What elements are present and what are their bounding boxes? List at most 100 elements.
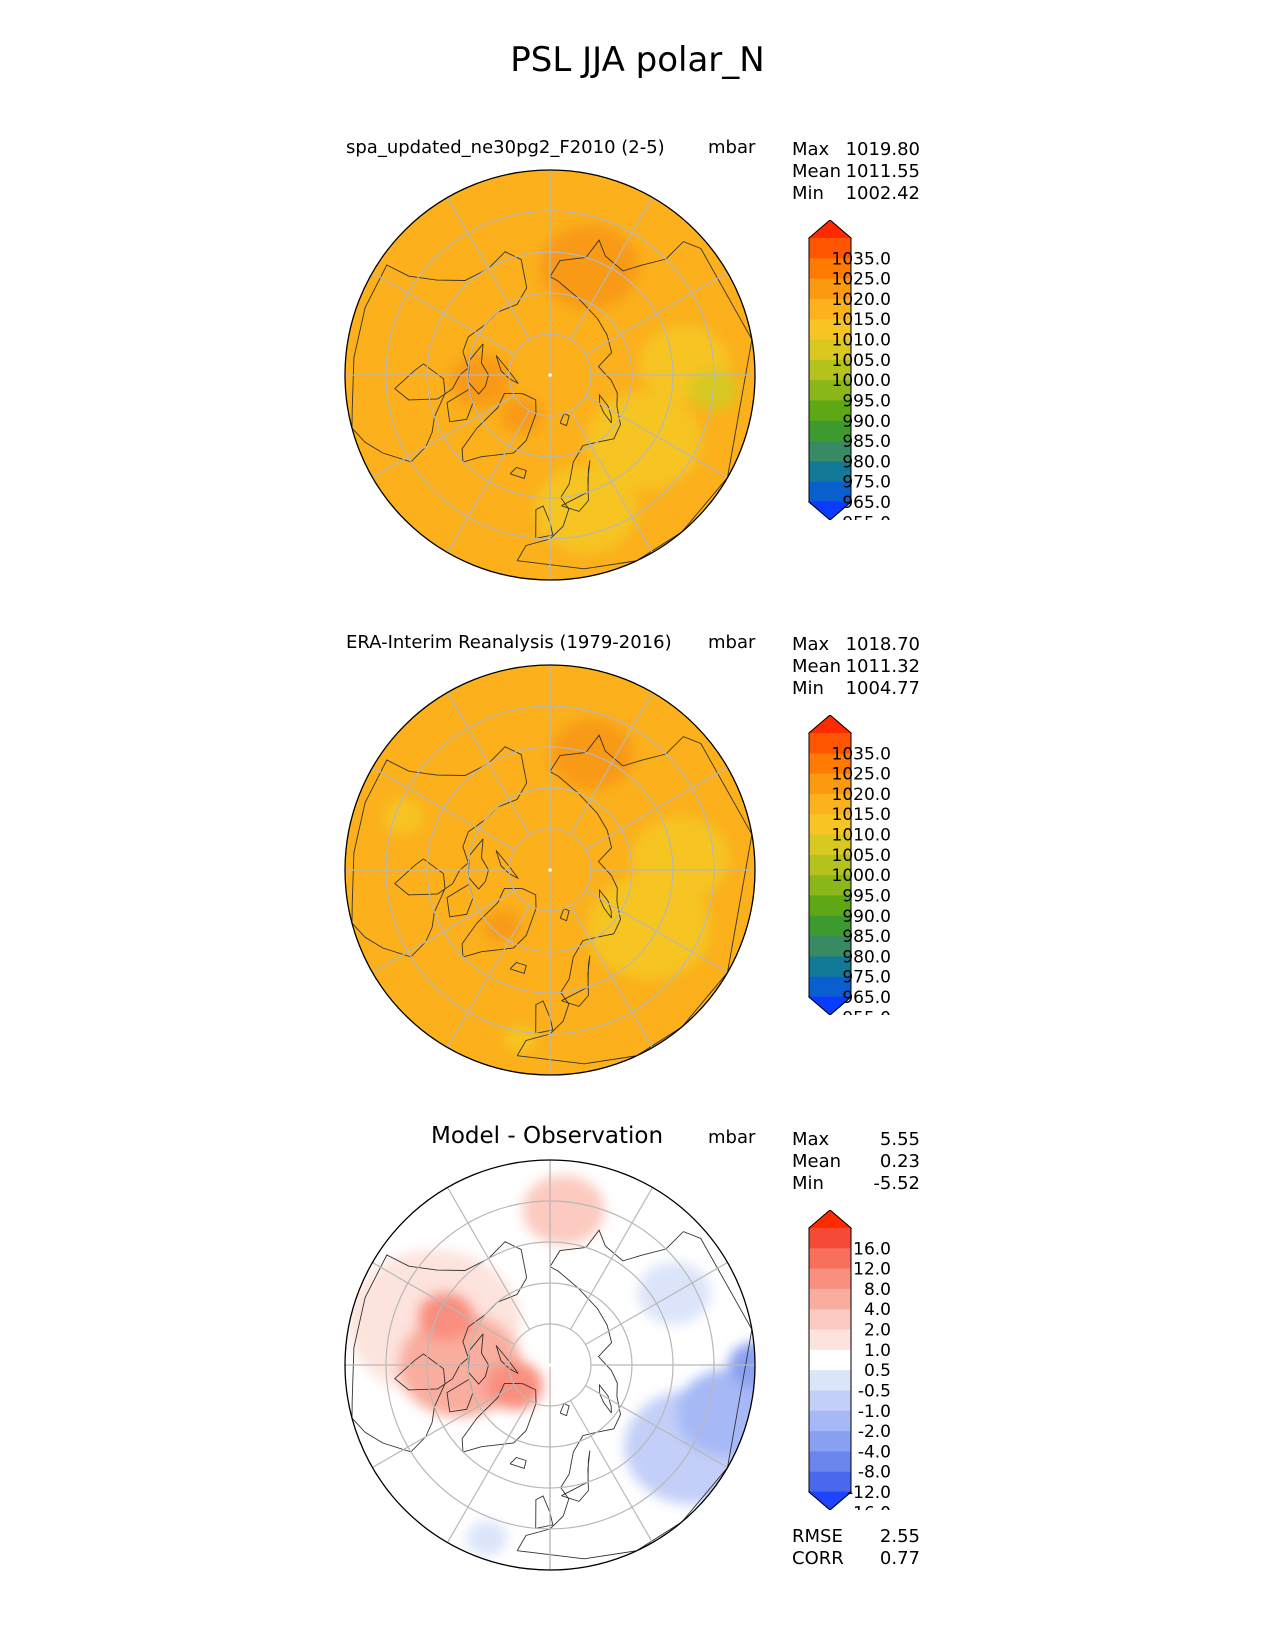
colorbar-segment [809,461,851,483]
panel-units: mbar [708,1127,756,1148]
map-boundary [344,169,756,581]
colorbar-extend-top [807,220,853,239]
coastline [351,1241,528,1453]
colorbar-segment [809,359,851,381]
meridian-line [446,1400,531,1543]
colorbar-tick-label: 965.0 [842,988,891,1008]
coastline [495,1345,519,1374]
colorbar-tick-label: -1.0 [858,1402,891,1422]
colorbar-segment [809,380,851,401]
field-contour [417,1292,475,1341]
coastline [509,961,527,974]
colorbar-segment [809,1451,851,1473]
coastline [561,1450,591,1502]
colorbar-tick-label: 2.0 [864,1321,891,1341]
field-contour [522,1174,605,1245]
error-metrics: RMSE 2.55 CORR 0.77 [792,1526,920,1570]
polar-map [344,169,756,581]
coastline [351,746,528,958]
meridian-line [569,905,654,1048]
colorbar-segment [809,875,851,896]
colorbar-tick-label: 990.0 [842,412,891,432]
meridian-line [446,197,531,340]
polar-map [344,664,756,1076]
colorbar-segment [809,1228,851,1249]
coastline [509,466,527,479]
colorbar-tick-label: 1005.0 [832,846,891,866]
panel-reference: ERA-Interim Reanalysis (1979-2016) mbar … [0,620,1275,1110]
colorbar-tick-label: 975.0 [842,968,891,988]
field-contour [586,392,702,490]
colorbar-tick-label: 985.0 [842,432,891,452]
coastline [495,850,519,879]
colorbar-tick-label: 16.0 [853,1239,891,1259]
field-contour [449,354,512,408]
colorbar: 1035.01025.01020.01015.01010.01005.01000… [807,715,891,1015]
colorbar-tick-label: 980.0 [842,947,891,967]
stat-mean: Mean 0.23 [792,1151,920,1172]
colorbar-segment [809,854,851,876]
colorbar-extend-bottom [807,1491,853,1510]
colorbar-tick-label: -0.5 [858,1381,891,1401]
colorbar-segment [809,1248,851,1270]
colorbar-tick-label: 4.0 [864,1300,891,1320]
colorbar-segment [809,298,851,320]
colorbar-tick-label: 1020.0 [832,290,891,310]
field-contour [631,816,730,901]
meridian-line [372,1261,515,1346]
colorbar-tick-label: 1015.0 [832,310,891,330]
stat-min: Min -5.52 [792,1173,920,1194]
colorbar-tick-label: 1000.0 [832,866,891,886]
colorbar-segment [809,1309,851,1331]
colorbar-extend-top [807,715,853,734]
colorbar-tick-label: 1015.0 [832,805,891,825]
colorbar-tick-label: -4.0 [858,1442,891,1462]
colorbar-tick-label: 995.0 [842,886,891,906]
colorbar-tick-label: 1000.0 [832,371,891,391]
panel-units: mbar [708,632,756,653]
stat-mean: Mean 1011.55 [792,161,920,182]
colorbar-segment [809,400,851,422]
colorbar-segment [809,936,851,957]
colorbar-tick-label: 980.0 [842,452,891,472]
meridian-line [372,394,515,479]
coastline [516,734,753,1065]
meridian-line [569,1187,654,1330]
colorbar-tick-label: 990.0 [842,907,891,927]
colorbar-segment [809,278,851,300]
coastline [509,1456,527,1469]
colorbar: 1035.01025.01020.01015.01010.01005.01000… [807,220,891,520]
polar-map [344,1159,756,1571]
colorbar-segment [809,753,851,775]
colorbar-tick-label: 8.0 [864,1280,891,1300]
colorbar-tick-label: 1035.0 [832,249,891,269]
colorbar-segment [809,238,851,259]
colorbar-tick-label: 1025.0 [832,765,891,785]
coastline [559,412,570,427]
field-contour [484,910,522,943]
meridian-line [569,410,654,553]
stat-mean: Mean 1011.32 [792,656,920,677]
figure-title: PSL JJA polar_N [510,40,765,80]
coastline [495,355,519,384]
colorbar-extend-top [807,1210,853,1229]
colorbar-segment [809,773,851,795]
meridian-line [585,1384,728,1469]
field-contour [383,799,425,835]
colorbar-tick-label: 975.0 [842,473,891,493]
colorbar-segment [809,976,851,998]
colorbar-tick-label: 955.0 [842,513,891,520]
colorbar-segment [809,1370,851,1391]
colorbar-tick-label: -2.0 [858,1422,891,1442]
colorbar-segment [809,1431,851,1452]
meridian-line [446,692,531,835]
colorbar-segment [809,956,851,978]
colorbar-tick-label: -16.0 [847,1503,891,1510]
panel-title: Model - Observation [431,1123,664,1149]
field-contour [728,1342,755,1388]
panel-stats: Max 5.55 Mean 0.23 Min -5.52 [792,1129,920,1195]
colorbar-segment [809,1471,851,1493]
pole-marker [548,1363,552,1367]
stat-min: Min 1002.42 [792,183,920,204]
meridian-line [372,766,515,851]
